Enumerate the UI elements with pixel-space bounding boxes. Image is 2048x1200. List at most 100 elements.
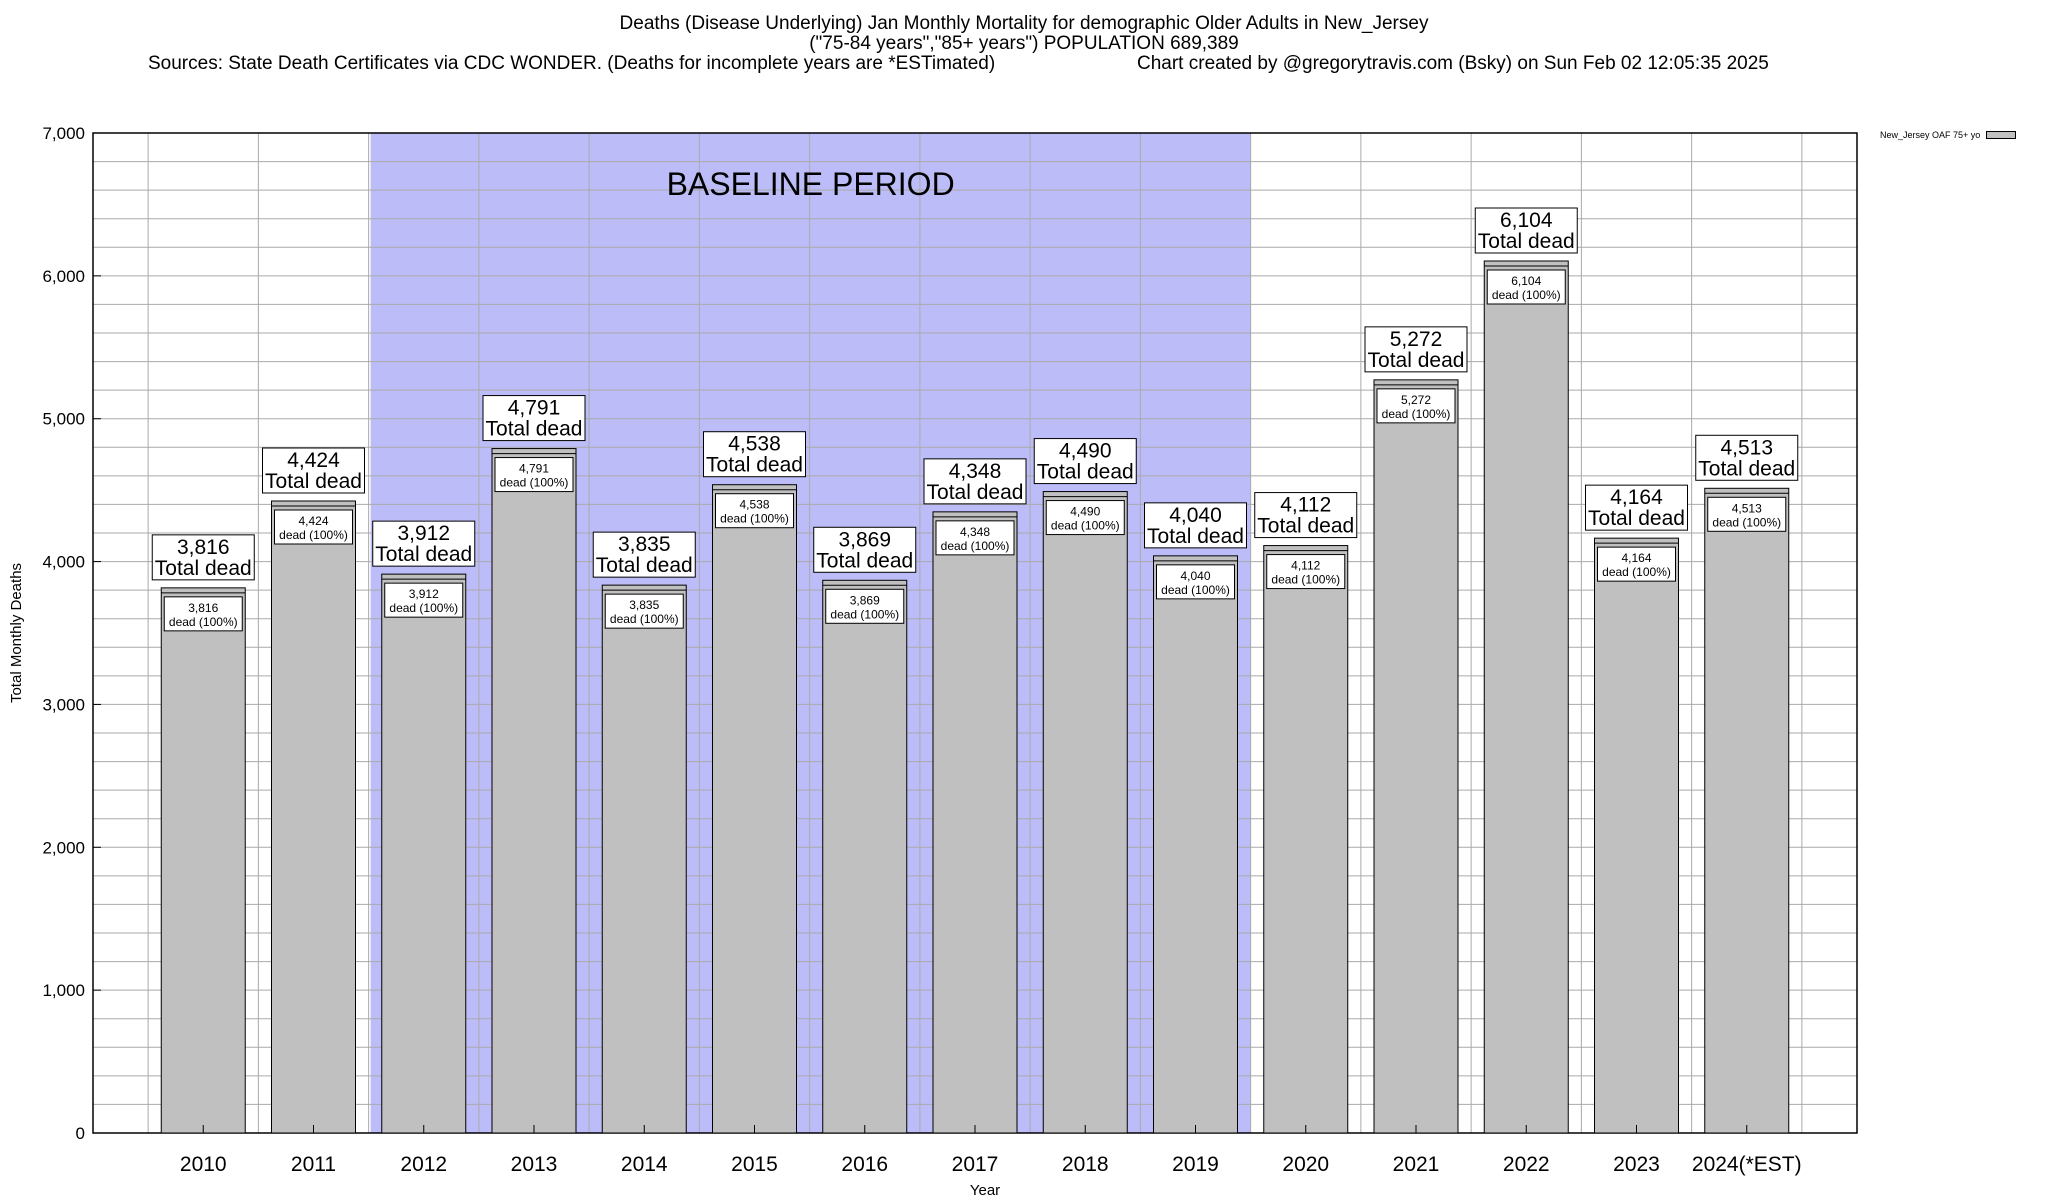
- bar-total-value-label: 4,513: [1720, 436, 1773, 459]
- bar-total-dead-label: Total dead: [1698, 457, 1795, 480]
- bar-inner-share-label: dead (100%): [389, 601, 458, 615]
- bar-inner-label-box: [1486, 269, 1566, 305]
- bar: [1373, 379, 1459, 1134]
- bar-callout-box: [151, 534, 255, 581]
- x-tick-label: 2023: [1613, 1153, 1660, 1176]
- bar-total-dead-label: Total dead: [265, 470, 362, 493]
- bar-total-dead-label: Total dead: [927, 481, 1024, 504]
- bar-inner-label-box: [1376, 388, 1456, 424]
- bar-total-value-label: 3,912: [397, 522, 450, 545]
- bar-inner-label-box: [715, 493, 794, 529]
- bar-inner-label-box: [825, 588, 905, 624]
- bar: [271, 500, 356, 1134]
- x-tick-label: 2024(*EST): [1692, 1153, 1802, 1176]
- bar-inner-label-box: [1045, 500, 1125, 536]
- bar: [822, 579, 908, 1134]
- legend: New_Jersey OAF 75+ yo: [1880, 130, 2017, 140]
- bar: [1042, 491, 1128, 1134]
- y-tick-label: 0: [76, 1124, 85, 1143]
- x-tick-label: 2017: [952, 1153, 999, 1176]
- bar-inner-label-box: [163, 596, 243, 632]
- x-tick-label: 2015: [731, 1153, 778, 1176]
- bar-total-value-label: 3,869: [838, 528, 891, 551]
- bar-total-value-label: 4,424: [287, 449, 340, 472]
- y-tick-label: 1,000: [42, 981, 85, 1000]
- sources-text: Sources: State Death Certificates via CD…: [148, 53, 996, 74]
- x-tick-label: 2016: [841, 1153, 888, 1176]
- bar: [1483, 260, 1569, 1134]
- bar-callout-box: [372, 520, 476, 567]
- bar-inner-share-label: dead (100%): [1271, 573, 1340, 587]
- bar-total-value-label: 6,104: [1500, 209, 1553, 232]
- bar-inner-share-label: dead (100%): [1712, 515, 1781, 529]
- bar-inner-share-label: dead (100%): [830, 607, 899, 621]
- bar: [932, 511, 1018, 1134]
- bar-inner-value-label: 6,104: [1511, 274, 1541, 288]
- x-axis-label: Year: [970, 1182, 1000, 1199]
- x-tick-label: 2011: [291, 1153, 336, 1176]
- bar-total-dead-label: Total dead: [816, 549, 913, 572]
- y-tick-label: 3,000: [42, 695, 85, 714]
- bar-total-dead-label: Total dead: [155, 557, 252, 580]
- x-tick-label: 2018: [1062, 1153, 1109, 1176]
- bar: [160, 587, 246, 1134]
- bar-inner-share-label: dead (100%): [1492, 288, 1561, 302]
- bar-total-value-label: 5,272: [1390, 328, 1443, 351]
- bar: [1263, 545, 1349, 1134]
- x-tick-label: 2019: [1172, 1153, 1219, 1176]
- bar-callout-box: [1033, 438, 1137, 485]
- bar-inner-value-label: 4,791: [519, 462, 549, 476]
- bar-inner-value-label: 3,869: [850, 593, 880, 607]
- bar-total-dead-label: Total dead: [375, 543, 472, 566]
- bar-inner-label-box: [1707, 496, 1787, 532]
- bar: [1594, 537, 1679, 1134]
- bar-total-dead-label: Total dead: [1257, 515, 1354, 538]
- bar-total-dead-label: Total dead: [596, 554, 693, 577]
- x-tick-label: 2021: [1393, 1153, 1440, 1176]
- legend-swatch: [1986, 131, 2017, 139]
- bar-callout-box: [1695, 434, 1799, 481]
- bar-callout-box: [1254, 492, 1358, 539]
- bar-callout-box: [1144, 502, 1247, 549]
- x-tick-label: 2010: [180, 1153, 227, 1176]
- bar-inner-label-box: [384, 582, 464, 618]
- bar-inner-value-label: 3,835: [629, 598, 659, 612]
- bar-callout-box: [813, 526, 917, 573]
- bar-inner-share-label: dead (100%): [1382, 407, 1451, 421]
- bar-total-value-label: 4,112: [1280, 494, 1331, 517]
- bar-inner-share-label: dead (100%): [500, 476, 569, 490]
- bar-inner-share-label: dead (100%): [941, 539, 1010, 553]
- bar-total-value-label: 4,164: [1610, 486, 1663, 509]
- bar-total-value-label: 4,538: [728, 433, 781, 456]
- baseline-period-label: BASELINE PERIOD: [667, 166, 955, 202]
- x-tick-label: 2013: [511, 1153, 558, 1176]
- bar: [491, 448, 577, 1134]
- y-tick-label: 4,000: [42, 553, 85, 572]
- bar-total-dead-label: Total dead: [1147, 525, 1244, 548]
- bar-inner-value-label: 3,912: [409, 587, 439, 601]
- x-tick-label: 2020: [1282, 1153, 1329, 1176]
- bar-total-dead-label: Total dead: [486, 418, 583, 441]
- y-axis-label: Total Monthly Deaths: [8, 563, 25, 703]
- bar-inner-share-label: dead (100%): [169, 615, 238, 629]
- bar: [712, 484, 797, 1134]
- bar-inner-share-label: dead (100%): [610, 612, 679, 626]
- bar-inner-label-box: [1597, 546, 1676, 582]
- bar-total-dead-label: Total dead: [1368, 349, 1465, 372]
- bar-inner-value-label: 4,538: [739, 498, 769, 512]
- bar-inner-share-label: dead (100%): [279, 528, 348, 542]
- bar: [381, 573, 467, 1134]
- bar-inner-share-label: dead (100%): [720, 512, 789, 526]
- bar-callout-box: [592, 531, 696, 578]
- bar-inner-label-box: [1156, 564, 1235, 600]
- bar: [1704, 487, 1790, 1134]
- bar-inner-label-box: [604, 593, 684, 629]
- bar-inner-label-box: [935, 520, 1015, 556]
- bar-total-dead-label: Total dead: [706, 454, 803, 477]
- bar-callout-box: [262, 447, 365, 494]
- bar: [1153, 555, 1238, 1134]
- bar-inner-share-label: dead (100%): [1161, 583, 1230, 597]
- bar-total-value-label: 3,835: [618, 533, 671, 556]
- bar-inner-value-label: 4,164: [1621, 551, 1651, 565]
